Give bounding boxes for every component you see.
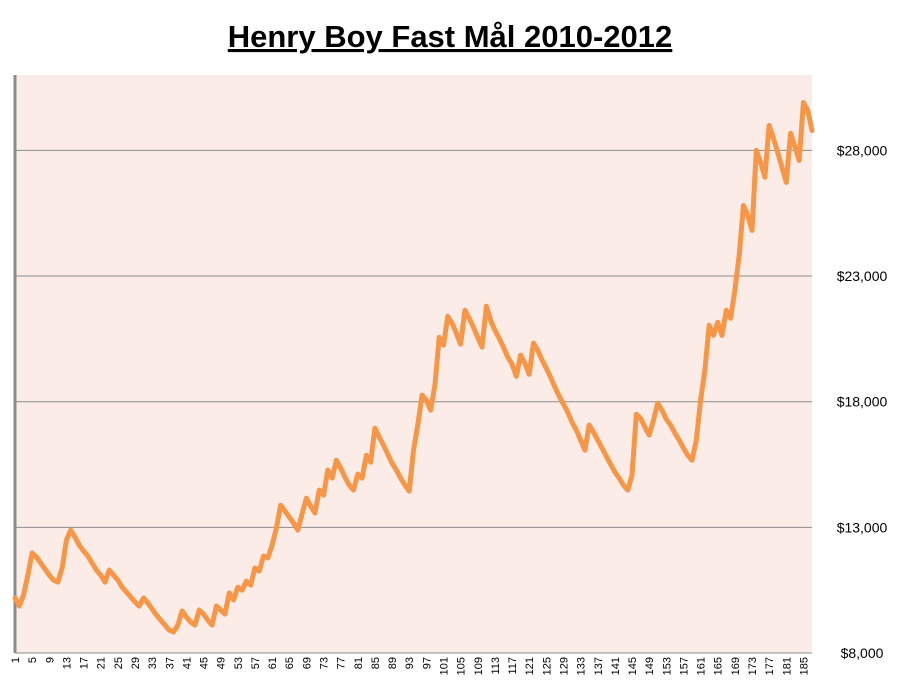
x-tick-label: 173 [747,657,759,675]
x-tick-label: 133 [576,657,588,675]
x-tick-label: 101 [438,657,450,675]
x-tick-label: 45 [199,657,211,669]
x-tick-label: 157 [678,657,690,675]
y-tick-label: $13,000 [837,519,888,535]
x-tick-label: 97 [421,657,433,669]
data-line [12,99,815,635]
y-tick-label: $18,000 [837,394,888,410]
x-tick-label: 161 [696,657,708,675]
x-tick-label: 185 [798,657,810,675]
x-tick-label: 13 [61,657,73,669]
x-tick-label: 149 [644,657,656,675]
x-tick-label: 65 [284,657,296,669]
x-tick-label: 117 [507,657,519,675]
y-tick-label: $23,000 [837,268,888,284]
x-tick-label: 113 [490,657,502,675]
x-tick-label: 77 [336,657,348,669]
x-tick-label: 165 [713,657,725,675]
y-tick-label: $8,000 [841,645,884,661]
x-tick-label: 33 [147,657,159,669]
y-tick-label: $28,000 [837,142,888,158]
x-tick-label: 29 [130,657,142,669]
x-tick-label: 61 [267,657,279,669]
x-tick-label: 181 [781,657,793,675]
plot-area [15,75,812,653]
x-tick-label: 145 [627,657,639,675]
x-tick-label: 129 [558,657,570,675]
x-tick-label: 93 [404,657,416,669]
x-tick-label: 105 [456,657,468,675]
x-tick-label: 169 [730,657,742,675]
x-tick-label: 73 [319,657,331,669]
x-tick-label: 41 [181,657,193,669]
x-tick-label: 17 [79,657,91,669]
x-tick-label: 89 [387,657,399,669]
x-tick-label: 85 [370,657,382,669]
chart-title: Henry Boy Fast Mål 2010-2012 [228,19,673,54]
x-tick-label: 37 [164,657,176,669]
x-tick-label: 57 [250,657,262,669]
x-tick-label: 5 [27,657,39,663]
x-tick-label: 141 [610,657,622,675]
x-tick-label: 9 [44,657,56,663]
x-tick-label: 81 [353,657,365,669]
x-tick-label: 53 [233,657,245,669]
x-tick-label: 109 [473,657,485,675]
x-tick-label: 121 [524,657,536,675]
x-tick-label: 69 [301,657,313,669]
x-tick-label: 49 [216,657,228,669]
x-tick-label: 153 [661,657,673,675]
x-tick-label: 1 [10,657,22,663]
x-tick-label: 25 [113,657,125,669]
x-tick-label: 125 [541,657,553,675]
x-tick-label: 137 [593,657,605,675]
x-tick-label: 177 [764,657,776,675]
x-tick-label: 21 [96,657,108,669]
